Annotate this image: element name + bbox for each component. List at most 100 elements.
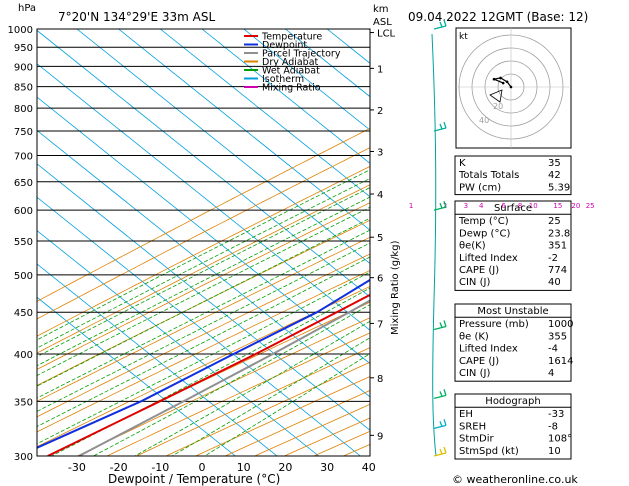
- hodograph-ring-label: 20: [493, 102, 503, 111]
- height-tick-label: 3: [377, 147, 383, 158]
- dry-adiabat-line: [37, 202, 370, 370]
- temperature-tick-label: -10: [151, 461, 169, 474]
- wind-barb-shaft: [433, 325, 447, 331]
- index-value: -4: [548, 344, 558, 355]
- pressure-tick-label: 450: [14, 308, 33, 319]
- height-tick-label: 5: [377, 233, 383, 244]
- height-unit-asl: ASL: [373, 17, 392, 28]
- hodograph-unit-label: kt: [459, 32, 468, 42]
- mixing-ratio-tick-label: 25: [586, 202, 595, 210]
- isotherm-line: [37, 230, 319, 456]
- wind-barb-flag: [443, 200, 447, 208]
- pressure-tick-label: 700: [14, 151, 33, 162]
- height-tick-label: 2: [377, 106, 383, 117]
- wind-barb-flag: [439, 21, 443, 28]
- index-value: 4: [548, 368, 554, 379]
- isotherm-line: [37, 130, 370, 398]
- wind-barb: [433, 121, 447, 132]
- pressure-tick-label: 650: [14, 178, 33, 189]
- index-label: EH: [459, 409, 473, 420]
- index-value: -33: [548, 409, 564, 420]
- legend-entry: Mixing Ratio: [262, 83, 321, 94]
- plot-frame: [36, 28, 371, 457]
- index-label: StmDir: [459, 434, 494, 445]
- pressure-unit-label: hPa: [18, 3, 36, 14]
- pressure-tick-label: 550: [14, 237, 33, 248]
- isotherm-line: [37, 296, 236, 456]
- hodograph-point: [499, 76, 502, 80]
- wind-barb: [433, 446, 447, 457]
- pressure-tick-label: 400: [14, 350, 33, 361]
- wind-barb-flag: [443, 19, 447, 27]
- wet-adiabat-line: [51, 287, 370, 456]
- wind-barb-shaft: [433, 424, 447, 429]
- wind-barb: [433, 320, 447, 331]
- temperature-tick-label: 10: [237, 461, 251, 474]
- mixing-ratio-tick-label: 10: [529, 202, 538, 210]
- isotherm-line: [118, 29, 370, 231]
- legend-entry: Wet Adiabat: [262, 66, 320, 77]
- wind-barb-flag: [443, 419, 447, 426]
- mixing-ratio-tick-label: 1: [409, 202, 413, 210]
- index-label: Lifted Index: [459, 253, 518, 264]
- index-label: CIN (J): [459, 277, 490, 288]
- wet-adiabat-line: [37, 229, 370, 399]
- index-label: CIN (J): [459, 368, 490, 379]
- wind-barb-flag: [443, 446, 447, 454]
- wind-barb: [433, 200, 447, 211]
- dry-adiabat-line: [106, 332, 370, 456]
- pressure-tick-label: 750: [14, 127, 33, 138]
- index-value: 10: [548, 446, 561, 457]
- temperature-tick-label: -20: [110, 461, 128, 474]
- wind-barb-flag: [439, 123, 443, 130]
- indices-box: [454, 155, 572, 196]
- pressure-tick-label: 850: [14, 83, 33, 94]
- legend-entry: Parcel Trajectory: [262, 49, 341, 60]
- wet-adiabat-line: [37, 242, 370, 412]
- copyright-footer: © weatheronline.co.uk: [452, 473, 578, 486]
- index-value: 1614: [548, 356, 573, 367]
- mixing-ratio-tick-label: 8: [518, 202, 522, 210]
- isobars: [37, 28, 370, 457]
- index-value: 23.8: [548, 228, 570, 239]
- wind-barb-shaft: [433, 394, 447, 399]
- sounding-datetime: 09.04.2022 12GMT (Base: 12): [408, 10, 588, 24]
- temperature-tick-labels: -30 -20 -10 0 10 20 30 40: [68, 461, 376, 474]
- hodograph-point: [492, 77, 496, 81]
- dry-adiabat-line: [37, 236, 370, 402]
- section-title: Most Unstable: [477, 306, 548, 317]
- index-label: StmSpd (kt): [459, 446, 519, 457]
- height-unit-km: km: [373, 4, 389, 15]
- index-label: K: [459, 158, 466, 169]
- hodograph-point: [501, 81, 505, 85]
- wind-barb: [433, 419, 447, 429]
- isotherm-line: [37, 263, 278, 456]
- pressure-tick-label: 900: [14, 62, 33, 73]
- hodograph: kt 20 40: [455, 27, 572, 149]
- mixing-ratio-tick-label: 2: [443, 202, 447, 210]
- temperature-tick-label: 20: [278, 461, 292, 474]
- index-value: -8: [548, 421, 558, 432]
- indices-box: [454, 303, 572, 382]
- index-value: 25: [548, 216, 561, 227]
- pressure-tick-label: 500: [14, 271, 33, 282]
- height-tick-label: 6: [377, 274, 383, 285]
- isotherm-line: [201, 29, 370, 164]
- indices-box: [454, 200, 572, 291]
- index-label: θe(K): [459, 241, 486, 252]
- wet-adiabat-line: [134, 320, 370, 456]
- index-label: CAPE (J): [459, 265, 499, 276]
- wind-barb-flag: [443, 121, 447, 129]
- index-value: 774: [548, 265, 567, 276]
- mixing-ratio-line: [592, 29, 629, 210]
- mixing-ratio-tick-label: 20: [571, 202, 580, 210]
- dry-adiabat-line: [37, 269, 370, 433]
- temperature-line: [47, 293, 370, 456]
- wind-barb-shaft: [433, 452, 447, 457]
- wind-barb-flag: [439, 448, 443, 455]
- mixing-ratio-tick-label: 15: [553, 202, 562, 210]
- temperature-tick-label: 40: [362, 461, 376, 474]
- temperature-tick-label: -30: [68, 461, 86, 474]
